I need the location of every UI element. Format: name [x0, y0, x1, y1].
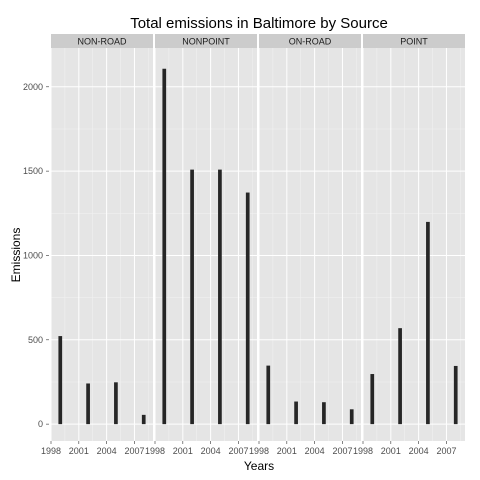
bar-on-road-2002 — [294, 401, 298, 425]
y-tick-label: 1000 — [23, 250, 43, 260]
x-tick-label: 1998 — [145, 446, 165, 456]
x-tick-label: 2001 — [173, 446, 193, 456]
bar-nonpoint-2005 — [218, 169, 222, 425]
x-tick-label: 1998 — [249, 446, 269, 456]
x-tick-label: 2007 — [228, 446, 248, 456]
x-tick-label: 1998 — [41, 446, 61, 456]
bar-non-road-2005 — [114, 382, 118, 425]
bar-point-1999 — [370, 374, 375, 425]
x-tick-label: 2004 — [305, 446, 325, 456]
bar-point-2002 — [398, 328, 402, 425]
facet-strip — [51, 34, 153, 48]
facet-strip-label: POINT — [400, 37, 428, 47]
x-tick-label: 2007 — [436, 446, 456, 456]
x-tick-label: 2004 — [409, 446, 429, 456]
facet-panel-background — [259, 48, 361, 441]
x-tick-label: 2001 — [381, 446, 401, 456]
chart-title: Total emissions in Baltimore by Source — [130, 15, 388, 32]
x-tick-label: 2007 — [332, 446, 352, 456]
facet-panel-background — [51, 48, 153, 441]
bar-nonpoint-1999 — [162, 68, 167, 425]
bar-point-2005 — [426, 221, 430, 425]
bar-nonpoint-2008 — [245, 192, 250, 425]
facet-panels: 0 500 1000 1500 2000 NON-ROAD 1998 2001 2004 2007… — [23, 34, 465, 456]
facet-strip — [259, 34, 361, 48]
facet-panel-background — [363, 48, 465, 441]
y-tick-label: 2000 — [23, 82, 43, 92]
bar-on-road-2008 — [349, 409, 354, 425]
bar-on-road-2005 — [322, 402, 326, 425]
facet-strip-label: NON-ROAD — [78, 37, 127, 47]
x-tick-label: 1998 — [353, 446, 373, 456]
facet-strip — [363, 34, 465, 48]
facet-strip-label: ON-ROAD — [289, 37, 332, 47]
y-axis-title: Emissions — [9, 228, 23, 283]
bar-on-road-1999 — [266, 365, 271, 425]
bar-non-road-2002 — [86, 383, 90, 425]
bar-nonpoint-2002 — [190, 169, 194, 425]
x-tick-label: 2007 — [124, 446, 144, 456]
x-tick-label: 2004 — [201, 446, 221, 456]
bar-non-road-2008 — [141, 414, 146, 425]
y-tick-label: 1500 — [23, 166, 43, 176]
facet-panel-background — [155, 48, 257, 441]
bar-point-2008 — [453, 365, 458, 425]
bar-non-road-1999 — [58, 336, 63, 425]
y-tick-label: 0 — [38, 419, 43, 429]
x-tick-label: 2001 — [69, 446, 89, 456]
x-tick-label: 2004 — [97, 446, 117, 456]
x-tick-label: 2001 — [277, 446, 297, 456]
x-axis-title: Years — [244, 459, 274, 473]
facet-strip — [155, 34, 257, 48]
facet-strip-label: NONPOINT — [182, 37, 230, 47]
y-tick-label: 500 — [28, 335, 43, 345]
